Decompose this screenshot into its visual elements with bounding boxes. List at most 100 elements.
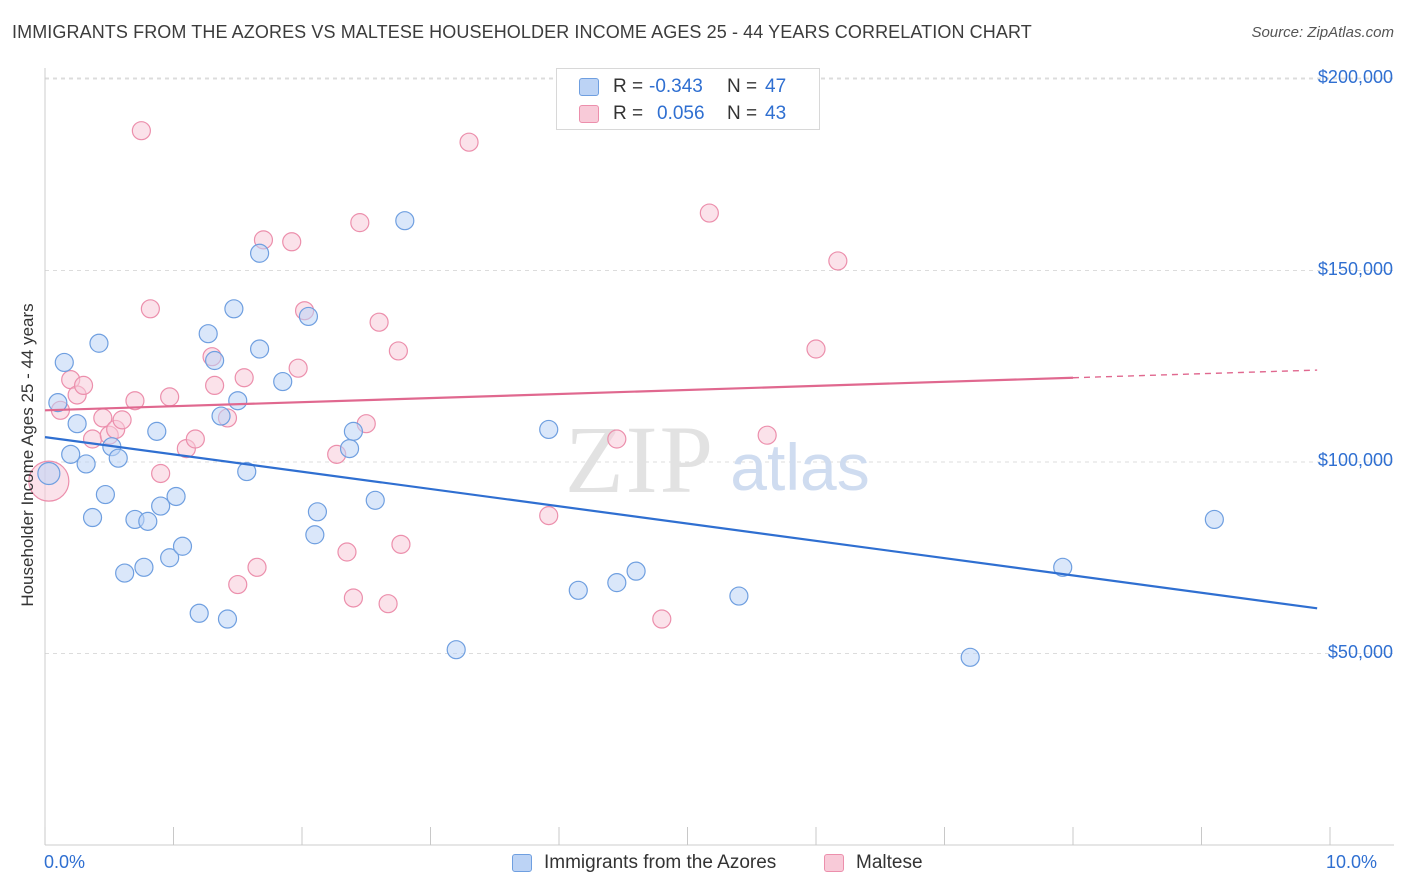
azores-points [37,211,1224,667]
r-value: 0.056 [657,103,705,124]
maltese-point-40 [699,203,719,223]
maltese-point-36 [459,132,479,152]
azores-point-45 [1053,557,1073,577]
correlation-legend: R = -0.343 N = 47 R = 0.056 N = 43 [556,68,820,130]
maltese-trend-line [44,376,1074,412]
azores-point-39 [539,419,559,440]
n-label: N = [727,76,758,97]
maltese-point-34 [388,341,408,361]
r-label: R = [613,76,644,97]
legend-label-azores: Immigrants from the Azores [544,852,777,873]
azores-point-20 [189,603,209,623]
azores-point-2 [54,352,74,373]
maltese-point-39 [652,609,672,629]
azores-point-5 [76,454,96,474]
azores-point-7 [89,333,109,353]
y-tick-label-1: $100,000 [1317,450,1393,470]
maltese-point-28 [337,542,357,562]
azores-point-25 [224,299,244,319]
legend-item-azores: Immigrants from the Azores [512,852,776,874]
azores-point-24 [217,609,238,629]
azores-point-8 [95,484,115,505]
azores-point-43 [729,586,749,606]
azores-point-4 [67,414,87,434]
maltese-point-38 [607,429,627,449]
azores-point-10 [108,448,128,468]
azores-point-11 [115,563,135,583]
axes [44,68,1394,846]
azores-point-14 [138,511,158,531]
maltese-point-24 [282,232,302,252]
azores-point-18 [166,486,186,507]
x-tick-label-0: 0.0% [44,852,86,872]
azores-swatch [512,854,532,872]
azores-point-46 [1204,509,1224,530]
legend-row-azores: R = -0.343 N = 47 [579,75,786,99]
maltese-point-21 [234,368,254,388]
azores-point-42 [626,561,646,581]
maltese-point-43 [828,251,848,271]
series-legend: Immigrants from the Azores Maltese [0,852,1406,876]
watermark-zip: ZIP [565,406,715,513]
legend-row-maltese: R = 0.056 N = 43 [579,102,786,126]
watermark-atlas: atlas [730,430,869,504]
maltese-points [28,121,848,629]
chart-source: Source: ZipAtlas.com [1251,24,1394,41]
azores-point-26 [228,391,248,411]
maltese-point-9 [112,410,132,430]
azores-point-36 [365,490,385,510]
chart-title: IMMIGRANTS FROM THE AZORES VS MALTESE HO… [12,22,1032,42]
x-tick-label-1: 10.0% [1326,852,1378,872]
maltese-point-37 [539,506,559,526]
azores-point-6 [82,507,103,528]
azores-point-28 [249,339,270,359]
maltese-point-41 [757,425,777,445]
trend-lines [44,369,1318,610]
azores-swatch [579,78,599,96]
maltese-point-16 [185,429,205,449]
grid-lines [45,77,1394,654]
azores-point-31 [298,306,319,327]
maltese-swatch [824,854,844,872]
maltese-point-22 [247,557,267,577]
azores-point-30 [273,371,293,392]
azores-point-15 [147,421,167,441]
azores-point-17 [160,548,180,568]
maltese-point-13 [151,463,171,484]
azores-point-29 [249,243,270,263]
azores-point-16 [151,496,171,516]
azores-point-1 [48,393,68,413]
azores-point-34 [339,438,360,459]
azores-point-27 [237,461,257,482]
maltese-point-33 [378,594,398,614]
azores-point-32 [305,525,325,545]
azores-point-13 [134,557,154,577]
azores-point-19 [172,536,193,556]
azores-point-23 [211,406,231,426]
r-value: -0.343 [649,76,703,97]
maltese-point-14 [160,387,180,407]
azores-point-38 [446,640,466,660]
maltese-swatch [579,105,599,123]
maltese-trend-extension [1072,369,1318,379]
azores-point-40 [568,580,588,600]
n-value: 43 [765,103,787,124]
azores-point-21 [198,324,218,344]
maltese-point-20 [228,574,248,595]
watermark: ZIP atlas [565,406,870,513]
maltese-point-42 [806,339,826,359]
azores-point-33 [307,502,328,522]
azores-point-37 [395,211,415,231]
maltese-point-4 [73,375,94,395]
r-label: R = [613,103,644,124]
azores-point-41 [607,573,627,593]
azores-point-35 [343,421,363,441]
y-tick-label-2: $150,000 [1317,258,1393,279]
azores-point-22 [205,350,225,371]
azores-point-3 [61,444,81,464]
legend-label-maltese: Maltese [856,852,923,873]
legend-item-maltese: Maltese [824,852,923,874]
y-axis-title: Householder Income Ages 25 - 44 years [18,303,37,607]
azores-point-0 [37,461,61,486]
